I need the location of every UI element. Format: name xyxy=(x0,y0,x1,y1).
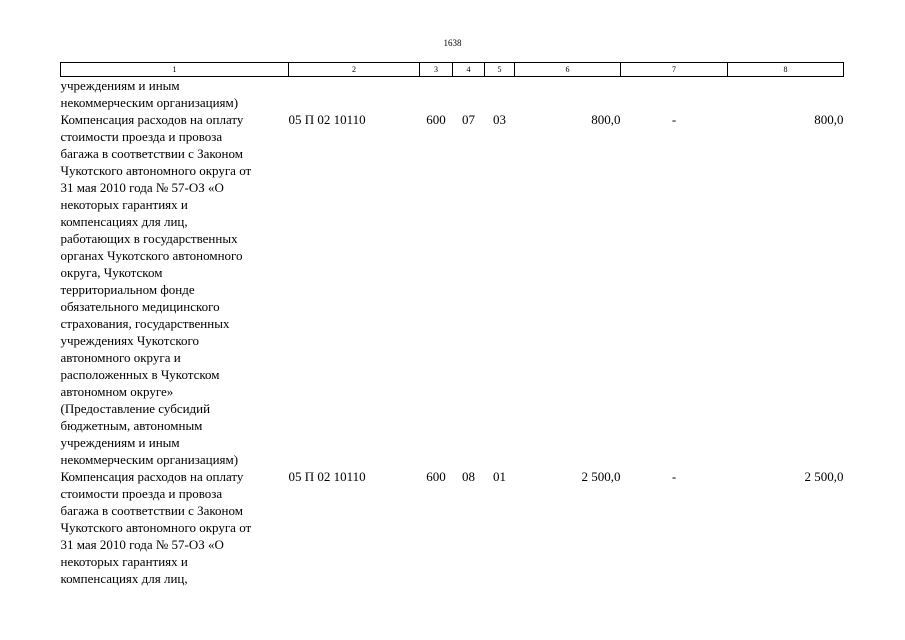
row-expense-type: 600 xyxy=(426,112,446,127)
description-line: некоммерческим организациям) xyxy=(60,452,239,467)
row-change: - xyxy=(671,112,677,127)
row-description: учреждениям и иным некоммерческим организ… xyxy=(61,77,289,112)
column-header-3: 3 xyxy=(419,62,453,77)
row-total: 800,0 xyxy=(814,112,844,127)
description-line: Чукотского автономного округа от xyxy=(60,163,252,178)
table-row: Компенсация расходов на оплату стоимости … xyxy=(61,468,844,587)
row-target-code xyxy=(289,77,420,112)
row-target-code: 05 П 02 10110 xyxy=(288,469,366,484)
description-line: страхования, государственных xyxy=(60,316,230,331)
description-line: некоторых гарантиях и xyxy=(60,554,188,569)
description-line: работающих в государственных xyxy=(60,231,238,246)
description-line: 31 мая 2010 года № 57-ОЗ «О xyxy=(60,180,224,195)
description-line: округа, Чукотском xyxy=(60,265,163,280)
row-total xyxy=(728,77,844,112)
row-total: 2 500,0 xyxy=(804,469,844,484)
description-line: некоммерческим организациям) xyxy=(60,95,239,110)
row-expense-type: 600 xyxy=(426,469,446,484)
column-header-7: 7 xyxy=(620,62,728,77)
row-description: Компенсация расходов на оплату стоимости … xyxy=(61,468,289,587)
description-line: 31 мая 2010 года № 57-ОЗ «О xyxy=(60,537,224,552)
description-line: территориальном фонде xyxy=(60,282,195,297)
row-change: - xyxy=(671,469,677,484)
row-amount xyxy=(515,77,621,112)
row-amount: 2 500,0 xyxy=(581,469,621,484)
budget-table: 1 2 3 4 5 6 7 8 учреждениям и иным некомм… xyxy=(60,62,844,587)
row-expense-type xyxy=(420,77,453,112)
table-row: учреждениям и иным некоммерческим организ… xyxy=(61,77,844,112)
description-line: компенсациях для лиц, xyxy=(60,214,188,229)
description-line: обязательного медицинского xyxy=(60,299,220,314)
column-header-1: 1 xyxy=(60,62,289,77)
row-section: 08 xyxy=(462,469,475,484)
description-line: автономного округа и xyxy=(60,350,181,365)
description-line: стоимости проезда и провоза xyxy=(60,486,223,501)
row-section xyxy=(453,77,485,112)
row-subsection xyxy=(485,77,515,112)
description-line: багажа в соответствии с Законом xyxy=(60,146,243,161)
description-line: Компенсация расходов на оплату xyxy=(60,112,244,127)
table-row: Компенсация расходов на оплату стоимости … xyxy=(61,111,844,468)
row-subsection: 01 xyxy=(493,469,506,484)
description-line: органах Чукотского автономного xyxy=(60,248,243,263)
description-line: компенсациях для лиц, xyxy=(60,571,188,586)
description-line: учреждениям и иным xyxy=(60,78,180,93)
table-body: учреждениям и иным некоммерческим организ… xyxy=(61,77,844,588)
column-header-6: 6 xyxy=(514,62,621,77)
description-line: учреждениям и иным xyxy=(60,435,180,450)
description-line: учреждениях Чукотского xyxy=(60,333,200,348)
row-target-code: 05 П 02 10110 xyxy=(288,112,366,127)
description-line: расположенных в Чукотском xyxy=(60,367,220,382)
column-header-4: 4 xyxy=(452,62,485,77)
row-description: Компенсация расходов на оплату стоимости … xyxy=(61,111,289,468)
description-line: багажа в соответствии с Законом xyxy=(60,503,243,518)
row-subsection: 03 xyxy=(493,112,506,127)
description-line: Компенсация расходов на оплату xyxy=(60,469,244,484)
description-line: Чукотского автономного округа от xyxy=(60,520,252,535)
row-section: 07 xyxy=(462,112,475,127)
description-line: стоимости проезда и провоза xyxy=(60,129,223,144)
column-header-5: 5 xyxy=(484,62,515,77)
description-line: (Предоставление субсидий xyxy=(60,401,211,416)
row-amount: 800,0 xyxy=(591,112,621,127)
column-header-2: 2 xyxy=(288,62,420,77)
description-line: автономном округе» xyxy=(60,384,174,399)
page-number: 1638 xyxy=(443,38,462,48)
column-header-8: 8 xyxy=(727,62,844,77)
description-line: некоторых гарантиях и xyxy=(60,197,188,212)
row-change xyxy=(621,77,728,112)
description-line: бюджетным, автономным xyxy=(60,418,203,433)
column-number-row: 1 2 3 4 5 6 7 8 xyxy=(60,62,844,77)
